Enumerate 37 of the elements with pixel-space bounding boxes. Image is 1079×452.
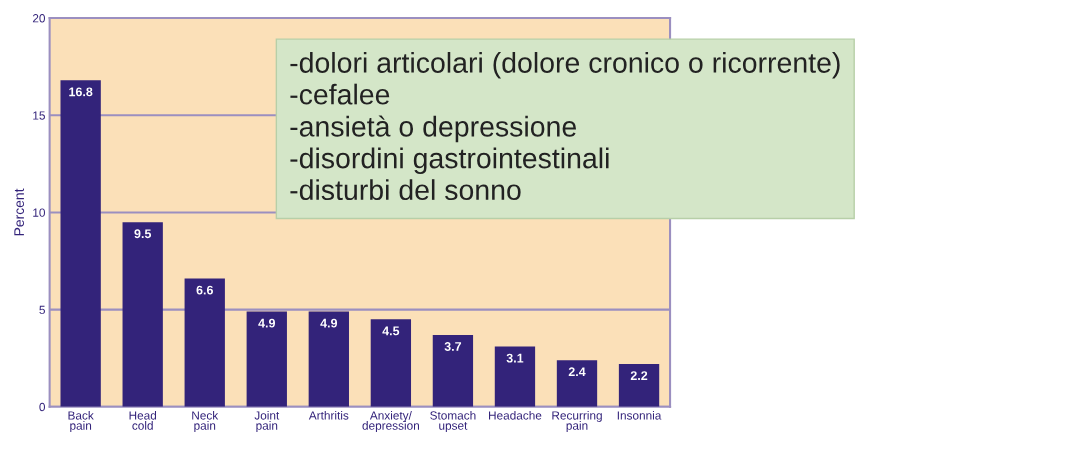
data-label: 3.1 bbox=[506, 353, 524, 363]
data-label: 6.6 bbox=[196, 285, 213, 295]
bar bbox=[618, 364, 660, 407]
bar bbox=[494, 346, 536, 407]
bar bbox=[184, 278, 225, 407]
bar bbox=[432, 334, 474, 407]
x-tick-label: Joint pain bbox=[254, 410, 280, 433]
x-tick-label: Anxiety/ depression bbox=[362, 410, 419, 433]
data-label: 9.5 bbox=[134, 229, 152, 239]
y-tick-label: 0 bbox=[39, 402, 46, 412]
x-tick-label: Stomach upset bbox=[430, 410, 476, 433]
bar bbox=[556, 360, 598, 407]
annotation: -dolori articolari (dolore cronico o ricorrente) -cefalee -ansietà o depressione -disordini gastrointestinali -disturbi del sonno bbox=[290, 51, 840, 201]
x-tick-label: Headache bbox=[489, 410, 542, 420]
bar bbox=[308, 311, 349, 407]
x-tick-label: Back pain bbox=[68, 410, 94, 433]
y-tick-label: 10 bbox=[33, 208, 46, 217]
data-label: 2.4 bbox=[568, 367, 586, 377]
x-tick-label: Recurring pain bbox=[552, 410, 602, 433]
x-tick-label: Head cold bbox=[129, 410, 157, 430]
y-tick-label: 15 bbox=[33, 111, 45, 120]
y-axis-title: Percent bbox=[14, 188, 25, 236]
y-tick-label: 20 bbox=[32, 14, 46, 23]
x-tick-label: Arthritis bbox=[308, 410, 349, 420]
bar bbox=[122, 222, 163, 407]
bar bbox=[370, 319, 412, 407]
data-label: 2.2 bbox=[630, 371, 648, 380]
bar bbox=[246, 311, 287, 407]
data-label: 4.5 bbox=[382, 326, 400, 336]
y-tick-label: 5 bbox=[39, 305, 45, 315]
x-tick-label: Insonnia bbox=[617, 410, 662, 420]
bar bbox=[60, 80, 101, 407]
x-tick-label: Neck pain bbox=[192, 410, 219, 433]
data-label: 3.7 bbox=[444, 342, 462, 351]
data-label: 4.9 bbox=[320, 318, 338, 328]
data-label: 4.9 bbox=[258, 318, 276, 328]
data-label: 16.8 bbox=[69, 87, 93, 97]
